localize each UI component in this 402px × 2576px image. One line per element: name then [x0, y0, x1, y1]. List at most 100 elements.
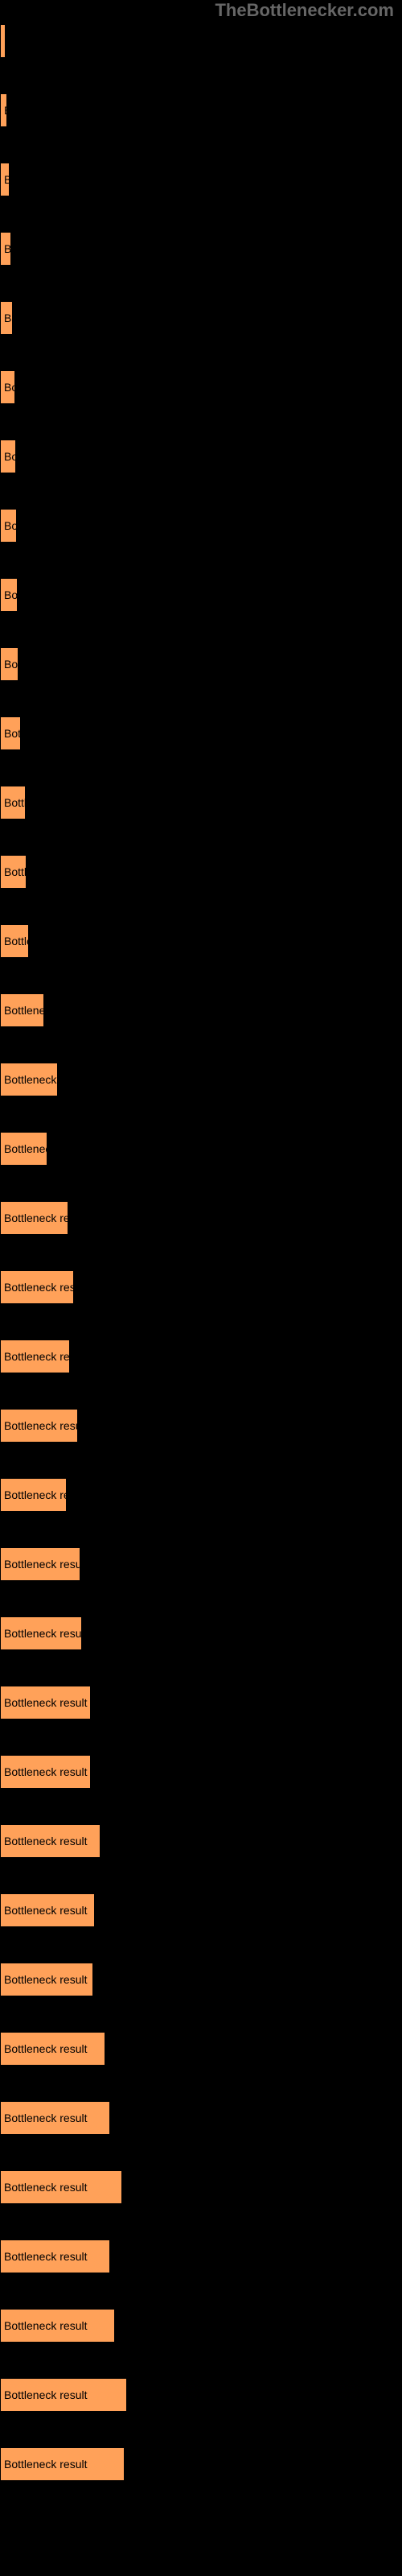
bar: Bottleneck result — [0, 1270, 74, 1304]
bar-row: Bottleneck result — [0, 1409, 402, 1443]
bar-row: Bottleneck result — [0, 509, 402, 543]
bar-label: Bottleneck result — [4, 2250, 88, 2263]
bar: Bottleneck result — [0, 1063, 58, 1096]
bar-row: Bottleneck result — [0, 1616, 402, 1650]
bar-chart: Bottleneck result Bottleneck result Bottle… — [0, 0, 402, 2481]
bar-label: Bottleneck result — [4, 1350, 70, 1363]
bar: Bottleneck result — [0, 1547, 80, 1581]
bar: Bottleneck result — [0, 2170, 122, 2204]
bar-label: Bottleneck result — [4, 2458, 88, 2471]
bar: Bottleneck result — [0, 1963, 93, 1996]
bar-row: Bottleneck result — [0, 1132, 402, 1166]
bar-label: Bottleneck result — [4, 1835, 88, 1847]
bar-row: Bottleneck result — [0, 1755, 402, 1789]
bar-label: Bottleneck result — [4, 1281, 74, 1294]
bar-label: Bottleneck result — [4, 2042, 88, 2055]
bar-label: Bottleneck result — [4, 935, 29, 947]
bar-row: Bottleneck result — [0, 786, 402, 819]
bar: Bottleneck result — [0, 1340, 70, 1373]
watermark-text: TheBottlenecker.com — [215, 0, 394, 21]
bar-label: Bottleneck result — [4, 658, 18, 671]
bar: Bottleneck result — [0, 440, 16, 473]
bar: Bottleneck result — [0, 647, 18, 681]
bar-label: Bottleneck result — [4, 2112, 88, 2124]
bar-label: Bottleneck result — [4, 1419, 78, 1432]
bar-row: Bottleneck result — [0, 2240, 402, 2273]
bar-row: Bottleneck result — [0, 2378, 402, 2412]
bar-row: Bottleneck result — [0, 301, 402, 335]
bar-row: Bottleneck result — [0, 2101, 402, 2135]
bar-row: Bottleneck result — [0, 855, 402, 889]
bar: Bottleneck result — [0, 716, 21, 750]
bar: Bottleneck result — [0, 2101, 110, 2135]
bar-row: Bottleneck result — [0, 1063, 402, 1096]
bar: Bottleneck result — [0, 1132, 47, 1166]
bar-label: Bottleneck result — [4, 450, 16, 463]
bar: Bottleneck result — [0, 855, 27, 889]
bar: Bottleneck result — [0, 1824, 100, 1858]
bar: Bottleneck result — [0, 2447, 125, 2481]
bar: Bottleneck result — [0, 1686, 91, 1719]
bar-label: Bottleneck result — [4, 1973, 88, 1986]
bar-row: Bottleneck result — [0, 2032, 402, 2066]
bar-label: Bottleneck result — [4, 588, 18, 601]
bar: Bottleneck result — [0, 24, 6, 58]
bar-label: Bottleneck result — [4, 381, 15, 394]
bar-row: Bottleneck result — [0, 1270, 402, 1304]
bar-row: Bottleneck result — [0, 2447, 402, 2481]
bar-label: Bottleneck result — [4, 1765, 88, 1778]
bar-row: Bottleneck result — [0, 716, 402, 750]
bar: Bottleneck result — [0, 924, 29, 958]
bar-row: Bottleneck result — [0, 1547, 402, 1581]
bar-row: Bottleneck result — [0, 1478, 402, 1512]
bar-row: Bottleneck result — [0, 1893, 402, 1927]
bar-label: Bottleneck result — [4, 2388, 88, 2401]
bar: Bottleneck result — [0, 2378, 127, 2412]
bar-row: Bottleneck result — [0, 578, 402, 612]
bar: Bottleneck result — [0, 93, 7, 127]
bar: Bottleneck result — [0, 301, 13, 335]
bar-label: Bottleneck result — [4, 35, 6, 47]
bar-row: Bottleneck result — [0, 1686, 402, 1719]
bar-label: Bottleneck result — [4, 242, 11, 255]
bar: Bottleneck result — [0, 993, 44, 1027]
bar-label: Bottleneck result — [4, 1627, 82, 1640]
bar-label: Bottleneck result — [4, 173, 10, 186]
bar-row: Bottleneck result — [0, 2309, 402, 2343]
bar-label: Bottleneck result — [4, 1004, 44, 1017]
bar: Bottleneck result — [0, 1409, 78, 1443]
bar: Bottleneck result — [0, 1893, 95, 1927]
bar: Bottleneck result — [0, 1616, 82, 1650]
bar: Bottleneck result — [0, 1478, 67, 1512]
bar-label: Bottleneck result — [4, 1488, 67, 1501]
bar-label: Bottleneck result — [4, 2181, 88, 2194]
bar-label: Bottleneck result — [4, 1558, 80, 1571]
bar-label: Bottleneck result — [4, 1142, 47, 1155]
bar-row: Bottleneck result — [0, 163, 402, 196]
bar-row: Bottleneck result — [0, 24, 402, 58]
bar-row: Bottleneck result — [0, 924, 402, 958]
bar-label: Bottleneck result — [4, 796, 26, 809]
bar-label: Bottleneck result — [4, 519, 17, 532]
bar: Bottleneck result — [0, 163, 10, 196]
bar: Bottleneck result — [0, 1201, 68, 1235]
bar: Bottleneck result — [0, 1755, 91, 1789]
bar: Bottleneck result — [0, 370, 15, 404]
bar-row: Bottleneck result — [0, 993, 402, 1027]
bar-label: Bottleneck result — [4, 1904, 88, 1917]
bar-label: Bottleneck result — [4, 865, 27, 878]
bar-label: Bottleneck result — [4, 1212, 68, 1224]
bar-row: Bottleneck result — [0, 370, 402, 404]
bar-label: Bottleneck result — [4, 1696, 88, 1709]
bar-row: Bottleneck result — [0, 647, 402, 681]
bar-row: Bottleneck result — [0, 1963, 402, 1996]
bar-label: Bottleneck result — [4, 727, 21, 740]
bar-row: Bottleneck result — [0, 1824, 402, 1858]
bar-row: Bottleneck result — [0, 2170, 402, 2204]
bar: Bottleneck result — [0, 2032, 105, 2066]
bar-label: Bottleneck result — [4, 2319, 88, 2332]
bar-row: Bottleneck result — [0, 440, 402, 473]
bar-row: Bottleneck result — [0, 93, 402, 127]
bar: Bottleneck result — [0, 786, 26, 819]
bar: Bottleneck result — [0, 232, 11, 266]
